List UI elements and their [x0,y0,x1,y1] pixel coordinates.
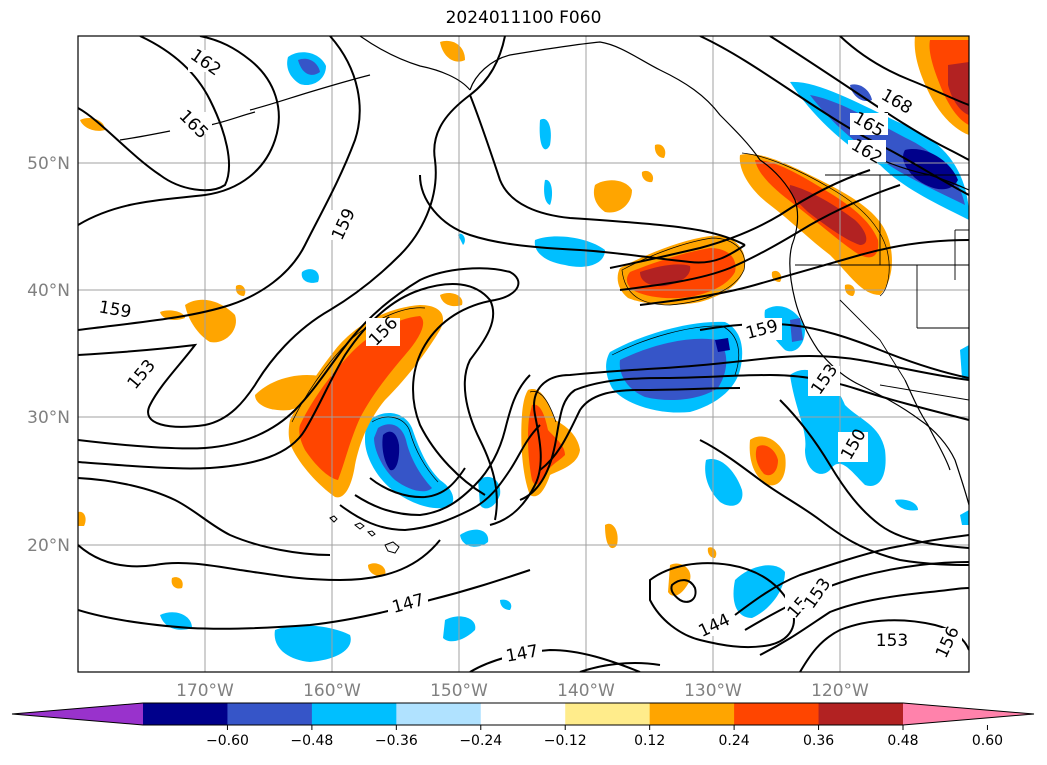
lon-label: 140°W [557,681,615,701]
colorbar-segment [565,703,651,725]
colorbar-tick-label: −0.24 [459,733,502,749]
colorbar-segment [480,703,566,725]
lon-label: 150°W [430,681,488,701]
lon-label: 130°W [684,681,742,701]
colorbar-tick-label: 0.60 [972,733,1003,749]
colorbar-segment [396,703,482,725]
contour-label: 153 [876,631,908,651]
map-frame [77,35,970,673]
lon-label: 160°W [303,681,361,701]
colorbar-tick-label: −0.48 [290,733,333,749]
colorbar-tick-label: −0.60 [206,733,249,749]
colorbar-tick-label: 0.48 [887,733,918,749]
colorbar-tick-label: −0.36 [375,733,418,749]
lat-label: 40°N [27,281,70,301]
colorbar-segment [818,703,904,725]
colorbar-segment [227,703,313,725]
contour-labels: 162 165 159 159 153 156 159 168 165 162 … [96,45,964,667]
colorbar-segment [311,703,397,725]
colorbar-segment [143,703,228,725]
colorbar-tick-label: −0.12 [544,733,587,749]
map-title: 2024011100 F060 [445,8,602,28]
colorbar: −0.60 −0.48 −0.36 −0.24 −0.12 0.12 0.24 0.36 0.4… [11,702,1035,749]
height-contours [78,36,969,672]
hawaiian-islands [329,515,400,554]
colorbar-tick-label: 0.36 [803,733,834,749]
longitude-labels: 170°W 160°W 150°W 140°W 130°W 120°W [176,681,869,701]
colorbar-tick-label: 0.24 [719,733,750,749]
colorbar-segment [649,703,735,725]
colorbar-segment [734,703,820,725]
map-content [78,36,969,672]
lat-label: 20°N [27,536,70,556]
lat-label: 30°N [27,408,70,428]
lon-label: 120°W [811,681,869,701]
lat-label: 50°N [27,154,70,174]
thin-field-contours [291,152,890,483]
colorbar-tick-label: 0.12 [634,733,665,749]
lon-label: 170°W [176,681,234,701]
coastlines [119,36,969,506]
colorbar-extend-low [12,703,143,725]
colorbar-outline [11,702,1035,726]
latitude-labels: 50°N 40°N 30°N 20°N [27,154,70,556]
colorbar-extend-high [903,703,1034,725]
